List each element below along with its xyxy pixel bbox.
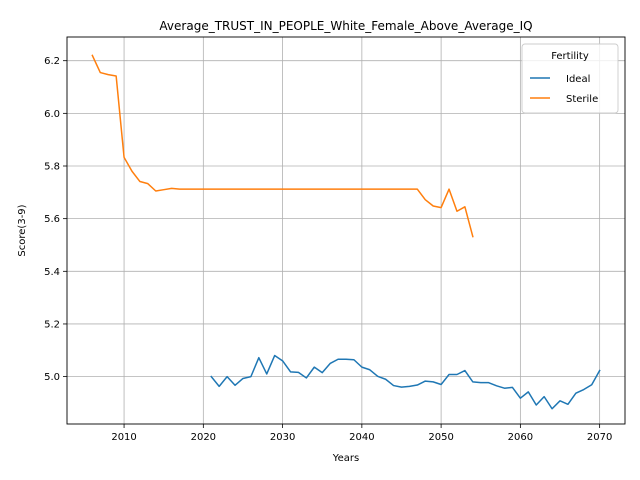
chart-title: Average_TRUST_IN_PEOPLE_White_Female_Abo… bbox=[159, 19, 532, 33]
y-tick-label: 5.6 bbox=[44, 214, 60, 225]
y-tick-label: 6.0 bbox=[44, 109, 60, 120]
x-tick-label: 2020 bbox=[191, 432, 216, 443]
x-tick-label: 2070 bbox=[587, 432, 612, 443]
x-tick-label: 2010 bbox=[111, 432, 136, 443]
y-axis-label: Score(3-9) bbox=[17, 204, 28, 256]
series-layer bbox=[91, 54, 601, 410]
x-tick-label: 2050 bbox=[428, 432, 453, 443]
x-tick-label: 2040 bbox=[349, 432, 374, 443]
legend-box bbox=[521, 43, 619, 114]
x-tick-label: 2030 bbox=[270, 432, 295, 443]
y-tick-label: 5.8 bbox=[44, 162, 60, 173]
tick-layer: 2010 2020 2030 2040 2050 2060 2070 5.0 5.2 5.4 5.6… bbox=[44, 56, 612, 443]
series-line-sterile bbox=[91, 54, 474, 238]
y-tick-label: 5.2 bbox=[44, 319, 60, 330]
legend-label-ideal: Ideal bbox=[566, 74, 590, 85]
grid-layer bbox=[67, 37, 625, 424]
y-tick-label: 5.4 bbox=[44, 267, 60, 278]
x-tick-label: 2060 bbox=[508, 432, 533, 443]
x-axis-label: Years bbox=[332, 453, 359, 464]
y-tick-label: 6.2 bbox=[44, 56, 60, 67]
series-line-ideal bbox=[210, 354, 601, 410]
legend: Fertility Ideal Sterile bbox=[521, 43, 619, 114]
y-tick-label: 5.0 bbox=[44, 372, 60, 383]
legend-title: Fertility bbox=[551, 51, 589, 62]
legend-label-sterile: Sterile bbox=[566, 94, 598, 105]
plot-frame bbox=[66, 36, 626, 425]
